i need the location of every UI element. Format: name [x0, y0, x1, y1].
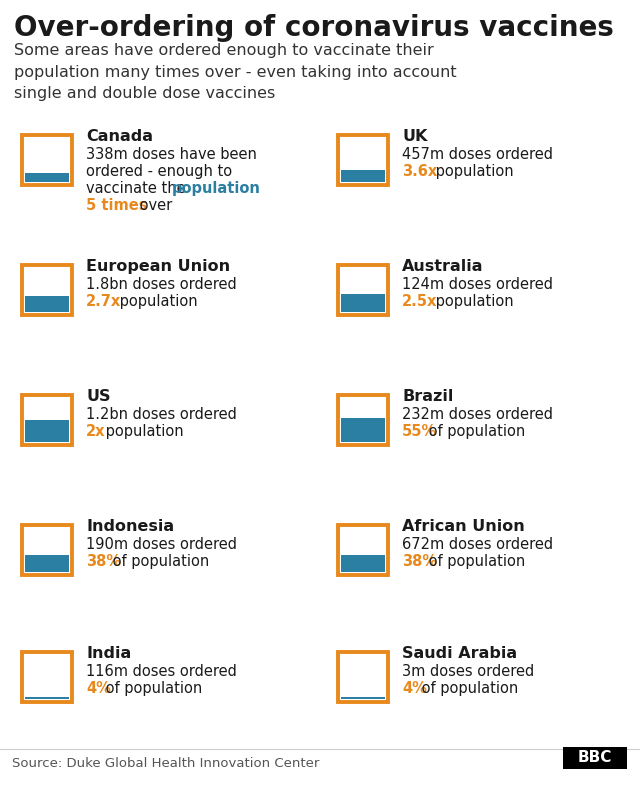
Bar: [341, 170, 385, 182]
Text: 38%: 38%: [86, 554, 121, 569]
Text: of population: of population: [417, 681, 518, 696]
Text: 2x: 2x: [86, 424, 106, 439]
Text: 1.2bn doses ordered: 1.2bn doses ordered: [86, 407, 237, 422]
Bar: [22, 652, 72, 702]
Bar: [341, 555, 385, 572]
Text: 4%: 4%: [402, 681, 427, 696]
Text: population: population: [431, 164, 514, 179]
Bar: [22, 265, 72, 315]
Text: population: population: [172, 181, 261, 196]
Text: 124m doses ordered: 124m doses ordered: [402, 277, 553, 292]
Bar: [25, 420, 69, 442]
Text: population: population: [115, 294, 198, 309]
Text: 116m doses ordered: 116m doses ordered: [86, 664, 237, 679]
Bar: [25, 173, 69, 182]
Bar: [341, 698, 385, 699]
Text: Over-ordering of coronavirus vaccines: Over-ordering of coronavirus vaccines: [14, 14, 614, 42]
Text: 457m doses ordered: 457m doses ordered: [402, 147, 553, 162]
Bar: [338, 265, 388, 315]
Text: 2.7x: 2.7x: [86, 294, 121, 309]
Bar: [25, 555, 69, 572]
Text: US: US: [86, 389, 111, 404]
Bar: [338, 525, 388, 575]
Text: BBC: BBC: [578, 751, 612, 766]
Text: 3.6x: 3.6x: [402, 164, 437, 179]
Bar: [338, 395, 388, 445]
Text: African Union: African Union: [402, 519, 525, 534]
Bar: [22, 135, 72, 185]
Bar: [338, 652, 388, 702]
Text: of population: of population: [424, 554, 525, 569]
Text: vaccinate the: vaccinate the: [86, 181, 190, 196]
Bar: [25, 296, 69, 312]
Text: 4%: 4%: [86, 681, 111, 696]
Text: 38%: 38%: [402, 554, 437, 569]
Bar: [22, 395, 72, 445]
Bar: [563, 747, 627, 769]
Text: Saudi Arabia: Saudi Arabia: [402, 646, 517, 661]
Text: ordered - enough to: ordered - enough to: [86, 164, 232, 179]
Text: 5 times: 5 times: [86, 198, 147, 213]
Text: Brazil: Brazil: [402, 389, 453, 404]
Text: Indonesia: Indonesia: [86, 519, 174, 534]
Text: Source: Duke Global Health Innovation Center: Source: Duke Global Health Innovation Ce…: [12, 757, 319, 770]
Text: 672m doses ordered: 672m doses ordered: [402, 537, 553, 552]
Bar: [25, 698, 69, 699]
Text: 3m doses ordered: 3m doses ordered: [402, 664, 534, 679]
Text: Canada: Canada: [86, 129, 153, 144]
Text: Some areas have ordered enough to vaccinate their
population many times over - e: Some areas have ordered enough to vaccin…: [14, 43, 456, 101]
Text: of population: of population: [108, 554, 209, 569]
Bar: [341, 295, 385, 312]
Text: over: over: [135, 198, 172, 213]
Text: 55%: 55%: [402, 424, 437, 439]
Text: UK: UK: [402, 129, 428, 144]
Text: 338m doses have been: 338m doses have been: [86, 147, 257, 162]
Text: 232m doses ordered: 232m doses ordered: [402, 407, 553, 422]
Text: 2.5x: 2.5x: [402, 294, 437, 309]
Bar: [341, 418, 385, 442]
Text: of population: of population: [424, 424, 525, 439]
Text: population: population: [100, 424, 183, 439]
Text: 190m doses ordered: 190m doses ordered: [86, 537, 237, 552]
Text: population: population: [431, 294, 514, 309]
Bar: [338, 135, 388, 185]
Text: European Union: European Union: [86, 259, 230, 274]
Text: 1.8bn doses ordered: 1.8bn doses ordered: [86, 277, 237, 292]
Bar: [22, 525, 72, 575]
Text: Australia: Australia: [402, 259, 483, 274]
Text: of population: of population: [100, 681, 202, 696]
Text: India: India: [86, 646, 131, 661]
